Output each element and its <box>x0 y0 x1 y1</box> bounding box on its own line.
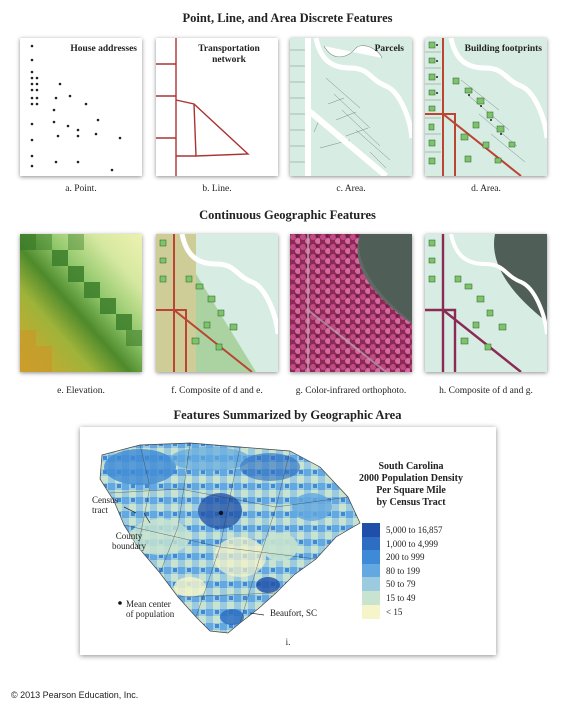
panel-a-caption: a. Point. <box>65 184 97 194</box>
legend-label: 80 to 199 <box>386 565 421 576</box>
panel-h-composite <box>425 234 547 372</box>
composite-dg-graphic <box>425 234 547 372</box>
parcels-graphic <box>290 38 412 176</box>
panel-e-caption: e. Elevation. <box>57 386 105 396</box>
panel-c-parcels: Parcels <box>290 38 412 176</box>
panel-d-buildings: Building footprints <box>425 38 547 176</box>
census-tract-line-1: Census <box>92 495 119 505</box>
panel-c-label: Parcels <box>374 44 404 54</box>
orthophoto-graphic <box>290 234 412 372</box>
mean-center-line-1: Mean center <box>126 599 171 609</box>
south-carolina-map <box>99 442 361 634</box>
mean-center-legend-dot <box>118 601 122 605</box>
legend-label: 200 to 999 <box>386 552 425 563</box>
panel-f-caption: f. Composite of d and e. <box>171 386 263 396</box>
legend-swatch <box>362 536 380 551</box>
elevation-graphic <box>20 234 142 372</box>
panel-d-label: Building footprints <box>464 44 542 54</box>
discrete-features-title: Point, Line, and Area Discrete Features <box>182 11 393 25</box>
mean-center-annotation: Mean center of population <box>126 599 174 619</box>
panel-f-composite <box>156 234 278 372</box>
mean-center-line-2: of population <box>126 609 175 619</box>
county-boundary-line-1: County <box>115 531 143 541</box>
county-boundary-line-2: boundary <box>112 541 146 551</box>
panel-c-caption: c. Area. <box>336 184 366 194</box>
panel-h-caption: h. Composite of d and g. <box>439 386 533 396</box>
census-tract-line-2: tract <box>92 505 108 515</box>
legend-swatch <box>362 563 380 578</box>
south-carolina-map-panel: South Carolina 2000 Population Density P… <box>80 427 496 655</box>
panel-b-caption: b. Line. <box>202 184 232 194</box>
house-points-graphic <box>30 44 122 172</box>
map-caption: i. <box>285 637 291 647</box>
mean-center-point <box>218 510 224 516</box>
panel-a-label: House addresses <box>70 44 137 54</box>
legend-swatch <box>362 523 380 537</box>
legend-title-line-3: Per Square Mile <box>376 485 446 496</box>
panel-b-label: Transportation network <box>198 44 260 65</box>
panel-a-points: House addresses <box>20 38 142 176</box>
transportation-graphic <box>156 38 250 176</box>
panel-d-caption: d. Area. <box>471 184 501 194</box>
legend-swatch <box>362 550 380 565</box>
legend-label: 15 to 49 <box>386 593 416 603</box>
legend-swatch <box>362 604 380 619</box>
beaufort-annotation: Beaufort, SC <box>270 608 317 618</box>
census-tract-annotation: Census tract <box>92 495 118 515</box>
legend-title-line-2: 2000 Population Density <box>359 473 463 484</box>
legend-title-line-1: South Carolina <box>378 461 444 472</box>
legend-title: South Carolina 2000 Population Density P… <box>348 461 474 509</box>
copyright-notice: © 2013 Pearson Education, Inc. <box>11 690 139 700</box>
legend-label: < 15 <box>386 606 403 617</box>
legend-label: 5,000 to 16,857 <box>386 525 443 535</box>
panel-g-caption: g. Color-infrared orthophoto. <box>295 386 407 396</box>
legend-swatch <box>362 577 380 592</box>
county-boundary-annotation: County boundary <box>112 531 146 551</box>
legend-swatch <box>362 591 380 605</box>
legend-label: 1,000 to 4,999 <box>386 538 439 549</box>
panel-b-lines: Transportation network <box>156 38 278 176</box>
building-footprints-graphic <box>425 38 547 176</box>
continuous-features-title: Continuous Geographic Features <box>199 208 376 222</box>
legend-label: 50 to 79 <box>386 579 416 590</box>
legend-title-line-4: by Census Tract <box>376 497 446 508</box>
panel-g-orthophoto <box>290 234 412 372</box>
panel-e-elevation <box>20 234 142 372</box>
composite-de-graphic <box>156 234 278 372</box>
summary-features-title: Features Summarized by Geographic Area <box>173 408 402 422</box>
